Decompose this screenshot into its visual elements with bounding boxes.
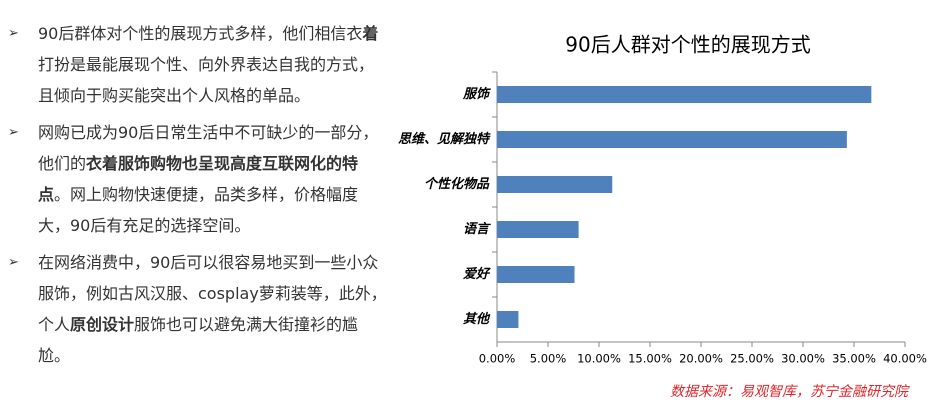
bar — [497, 311, 519, 328]
bullet-text: 网购已成为90后日常生活中不可缺少的一部分，他们的 — [38, 123, 379, 173]
bullet-text: 衣着服饰购物也呈现高度互联网化的特点 — [38, 154, 359, 204]
bullet-text: 着 — [362, 24, 379, 43]
y-tick-label: 个性化物品 — [424, 176, 490, 192]
bar — [497, 266, 575, 283]
bar — [497, 86, 872, 103]
bullet: ➢ 在网络消费中，90后可以很容易地买到一些小众服饰，例如古风汉服、cosplay… — [8, 247, 388, 371]
bullet-marker: ➢ — [8, 255, 19, 270]
bullet-text: 原创设计 — [70, 315, 135, 334]
x-tick-label: 15.00% — [628, 352, 672, 366]
bar — [497, 221, 579, 238]
source-note: 数据来源：易观智库，苏宁金融研究院 — [670, 384, 910, 400]
y-tick-label: 服饰 — [462, 86, 491, 102]
chart-title: 90后人群对个性的展现方式 — [565, 33, 810, 57]
x-tick-label: 30.00% — [781, 352, 825, 366]
bullet-text: 。网上购物快速便捷，品类多样，价格幅度大，90后有充足的选择空间。 — [38, 185, 359, 235]
x-tick-label: 0.00% — [479, 352, 516, 366]
bullet-text: 在网络消费中，90后可以很容易地买到一些小众服饰，例如古风汉服、cosplay萝… — [38, 253, 387, 334]
bullet: ➢ 90后群体对个性的展现方式多样，他们相信衣着打扮是最能展现个性、向外界表达自我… — [8, 18, 388, 111]
bullet-marker: ➢ — [8, 125, 19, 140]
bar — [497, 131, 847, 148]
y-tick-label: 爱好 — [463, 266, 491, 282]
x-tick-label: 20.00% — [679, 352, 723, 366]
bullet-marker: ➢ — [8, 26, 19, 41]
y-tick-label: 思维、见解独特 — [398, 131, 491, 147]
y-tick-label: 其他 — [463, 311, 491, 327]
x-tick-label: 5.00% — [530, 352, 567, 366]
x-tick-label: 10.00% — [577, 352, 621, 366]
x-tick-label: 35.00% — [832, 352, 876, 366]
bullet-text: 服饰也可以避免满大街撞衫的尴尬。 — [38, 315, 359, 365]
x-tick-label: 40.00% — [883, 352, 927, 366]
bullet: ➢ 网购已成为90后日常生活中不可缺少的一部分，他们的衣着服饰购物也呈现高度互联网… — [8, 117, 388, 241]
x-tick-label: 25.00% — [730, 352, 774, 366]
y-tick-label: 语言 — [463, 221, 491, 237]
bar — [497, 176, 613, 193]
bullet-list: ➢ 90后群体对个性的展现方式多样，他们相信衣着打扮是最能展现个性、向外界表达自我… — [8, 18, 388, 377]
bullet-text: 90后群体对个性的展现方式多样，他们相信衣 — [38, 24, 363, 43]
bullet-text: 打扮是最能展现个性、向外界表达自我的方式，且倾向于购买能突出个人风格的单品。 — [38, 55, 375, 105]
